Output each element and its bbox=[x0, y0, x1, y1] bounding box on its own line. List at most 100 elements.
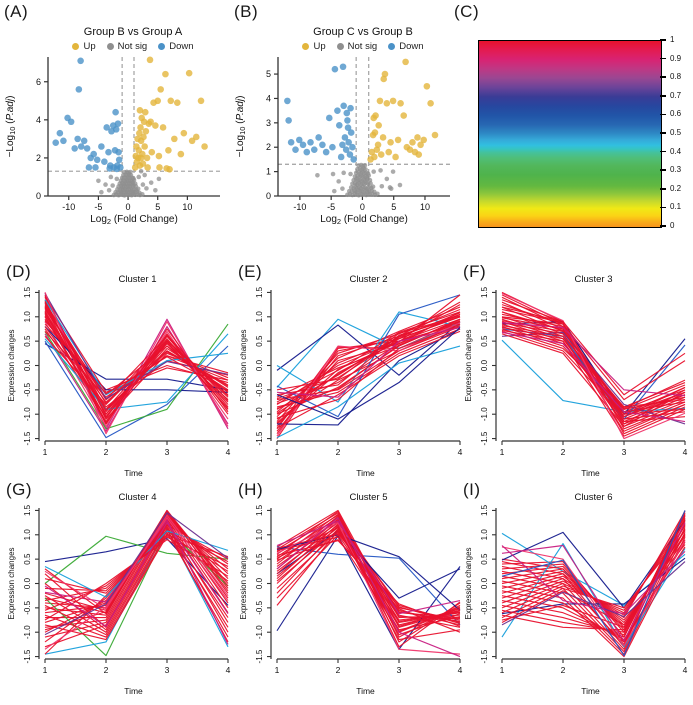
svg-text:−Log10 (P.adj): −Log10 (P.adj) bbox=[5, 96, 17, 158]
legend-label-up: Up bbox=[83, 41, 96, 52]
svg-text:5: 5 bbox=[391, 202, 396, 212]
svg-text:2: 2 bbox=[104, 447, 109, 457]
svg-text:3: 3 bbox=[165, 665, 170, 675]
colorbar-tick-label: 0.2 bbox=[670, 183, 682, 193]
panel-a-title: Group B vs Group A bbox=[83, 26, 183, 38]
svg-text:Expression changes: Expression changes bbox=[464, 547, 473, 619]
svg-text:−Log10 (P.adj): −Log10 (P.adj) bbox=[235, 96, 247, 158]
colorbar-tick-mark bbox=[660, 113, 666, 116]
colorbar-tick-label: 0.8 bbox=[670, 72, 682, 82]
notsig-dot-icon bbox=[336, 43, 344, 50]
svg-text:Time: Time bbox=[124, 686, 143, 696]
colorbar-tick-label: 0.5 bbox=[670, 128, 682, 137]
colorbar-tick-label: 0.7 bbox=[670, 90, 682, 100]
svg-text:3: 3 bbox=[622, 447, 627, 457]
panel-g: (G) Cluster 4 1 2 3 4 -1.5 -1.0 -0.5 0.0 0.5 1.0 1… bbox=[4, 480, 236, 705]
svg-text:-1.0: -1.0 bbox=[23, 625, 32, 639]
panel-d-title: Cluster 1 bbox=[118, 274, 157, 285]
svg-text:10: 10 bbox=[182, 202, 192, 212]
colorbar-tick-mark bbox=[660, 132, 666, 134]
cluster2-plot: 1 2 3 4 -1.5 -1.0 -0.5 0.0 0.5 1.0 1.5 Time Expressi… bbox=[239, 286, 463, 478]
svg-text:3: 3 bbox=[266, 118, 271, 128]
notsig-dot-icon bbox=[106, 43, 114, 50]
down-dot-icon bbox=[158, 43, 166, 50]
svg-text:1: 1 bbox=[500, 447, 505, 457]
svg-text:4: 4 bbox=[458, 447, 463, 457]
colorbar-tick-label: 0.6 bbox=[670, 109, 682, 119]
svg-text:4: 4 bbox=[266, 93, 271, 103]
svg-text:Time: Time bbox=[581, 468, 600, 478]
colorbar-tick-label: 0.4 bbox=[670, 146, 682, 156]
svg-text:2: 2 bbox=[36, 153, 41, 163]
svg-text:-10: -10 bbox=[62, 202, 75, 212]
svg-text:2: 2 bbox=[336, 447, 341, 457]
svg-text:0.0: 0.0 bbox=[480, 577, 489, 589]
svg-text:4: 4 bbox=[458, 665, 463, 675]
panel-e: (E) Cluster 2 1 2 3 4 -1.5 -1.0 -0.5 0.0 0.5 1.0 1… bbox=[236, 262, 466, 485]
svg-text:-1.0: -1.0 bbox=[255, 407, 264, 421]
svg-text:1.0: 1.0 bbox=[23, 311, 32, 323]
svg-text:0.5: 0.5 bbox=[480, 335, 489, 347]
colorbar-tick-mark bbox=[660, 225, 666, 227]
svg-text:0.5: 0.5 bbox=[255, 335, 264, 347]
panel-a-legend: Up Not sig Down bbox=[40, 41, 226, 52]
svg-text:3: 3 bbox=[397, 447, 402, 457]
svg-text:1: 1 bbox=[266, 167, 271, 177]
svg-text:-5: -5 bbox=[94, 202, 102, 212]
svg-text:-0.5: -0.5 bbox=[480, 382, 489, 396]
panel-a-label: (A) bbox=[4, 2, 29, 21]
colorbar-tick-mark bbox=[660, 95, 666, 97]
panel-e-label: (E) bbox=[238, 262, 263, 281]
svg-text:-0.5: -0.5 bbox=[480, 600, 489, 614]
svg-text:10: 10 bbox=[420, 202, 430, 212]
svg-text:5: 5 bbox=[155, 202, 160, 212]
svg-text:2: 2 bbox=[561, 447, 566, 457]
svg-text:2: 2 bbox=[336, 665, 341, 675]
colorbar-tick-label: 0.1 bbox=[670, 202, 682, 212]
svg-text:0.5: 0.5 bbox=[480, 553, 489, 565]
panel-h: (H) Cluster 5 1 2 3 4 -1.5 -1.0 -0.5 0.0 0.5 1.0 1… bbox=[236, 480, 466, 705]
svg-text:3: 3 bbox=[165, 447, 170, 457]
panel-h-label: (H) bbox=[238, 480, 264, 499]
svg-text:1: 1 bbox=[500, 665, 505, 675]
cluster5-plot: 1 2 3 4 -1.5 -1.0 -0.5 0.0 0.5 1.0 1.5 Time Expressi… bbox=[239, 504, 463, 696]
svg-text:0.5: 0.5 bbox=[255, 553, 264, 565]
svg-text:4: 4 bbox=[683, 447, 688, 457]
colorbar-tick-mark bbox=[660, 39, 666, 41]
colorbar-tick-label: 0.3 bbox=[670, 165, 682, 175]
panel-c-label: (C) bbox=[454, 2, 480, 21]
cluster1-plot: 1 2 3 4 -1.5 -1.0 -0.5 0.0 0.5 1.0 1.5 Time Expressi… bbox=[7, 286, 231, 478]
svg-text:1.0: 1.0 bbox=[255, 529, 264, 541]
svg-text:-10: -10 bbox=[293, 202, 306, 212]
panel-g-title: Cluster 4 bbox=[118, 492, 157, 503]
colorbar-tick-mark bbox=[660, 169, 666, 171]
legend-label-down: Down bbox=[399, 41, 424, 52]
svg-text:0.0: 0.0 bbox=[255, 577, 264, 589]
panel-h-title: Cluster 5 bbox=[349, 492, 388, 503]
svg-text:1: 1 bbox=[43, 447, 48, 457]
svg-text:0.0: 0.0 bbox=[23, 577, 32, 589]
svg-text:-1.5: -1.5 bbox=[480, 649, 489, 663]
down-dot-icon bbox=[388, 43, 396, 50]
svg-text:-1.0: -1.0 bbox=[255, 625, 264, 639]
svg-text:4: 4 bbox=[36, 115, 41, 125]
svg-text:0: 0 bbox=[360, 202, 365, 212]
svg-text:Expression changes: Expression changes bbox=[239, 329, 248, 401]
svg-text:1.5: 1.5 bbox=[255, 504, 264, 516]
svg-text:4: 4 bbox=[226, 447, 231, 457]
panel-i-title: Cluster 6 bbox=[574, 492, 613, 503]
svg-text:1.5: 1.5 bbox=[480, 504, 489, 516]
colorbar-tick-mark bbox=[660, 76, 666, 78]
panel-b: (B) Group C vs Group B Up Not sig Down -… bbox=[230, 0, 458, 262]
svg-text:0.0: 0.0 bbox=[23, 359, 32, 371]
membership-colorbar bbox=[478, 40, 662, 228]
panel-a: (A) Group B vs Group A Up Not sig Down -… bbox=[0, 0, 228, 262]
svg-text:-1.0: -1.0 bbox=[480, 625, 489, 639]
svg-text:2: 2 bbox=[104, 665, 109, 675]
colorbar-tick-mark bbox=[660, 57, 666, 60]
svg-text:0.5: 0.5 bbox=[23, 335, 32, 347]
svg-text:Time: Time bbox=[124, 468, 143, 478]
svg-text:1.5: 1.5 bbox=[23, 286, 32, 298]
panel-d-label: (D) bbox=[6, 262, 32, 281]
svg-text:-1.5: -1.5 bbox=[480, 431, 489, 445]
